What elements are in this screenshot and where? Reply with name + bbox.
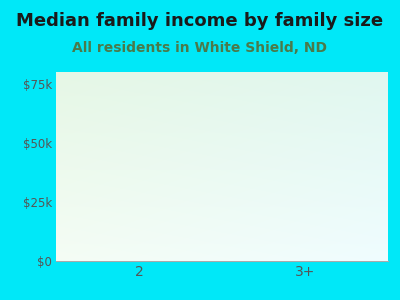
Text: Median family income by family size: Median family income by family size [16,12,384,30]
Bar [108,125,170,261]
Bar [274,125,336,261]
Text: All residents in White Shield, ND: All residents in White Shield, ND [72,41,328,55]
Text: City-Data.com: City-Data.com [258,105,339,115]
